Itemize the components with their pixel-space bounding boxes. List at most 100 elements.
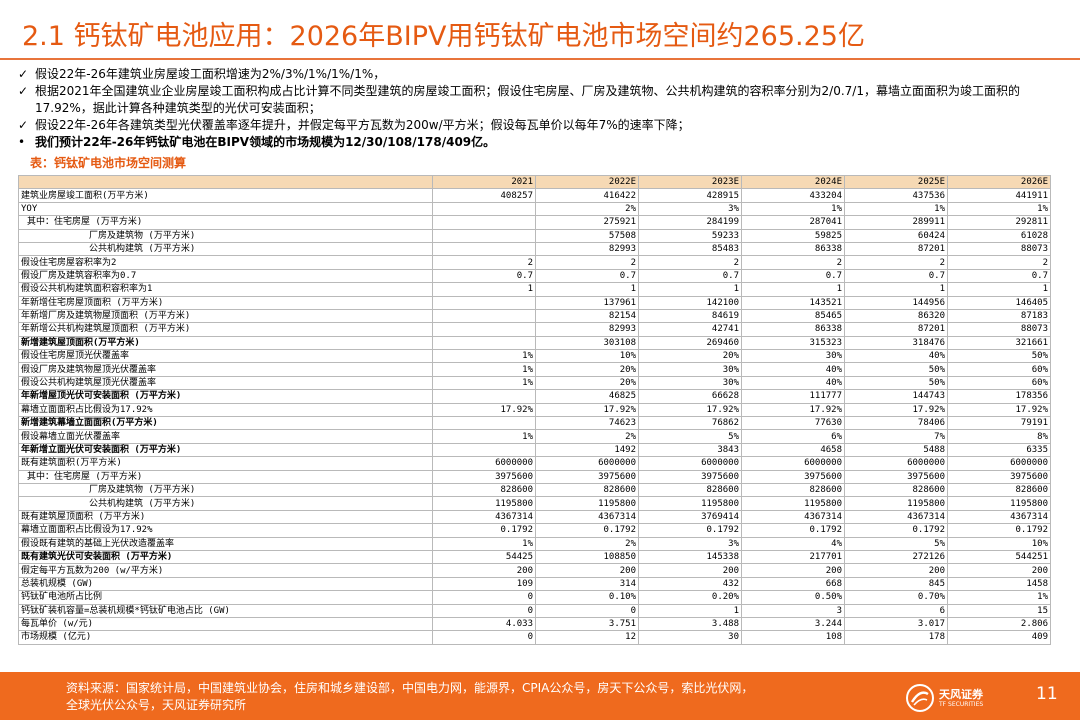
table-cell: 87183 [947,308,1051,324]
table-cell: 1195800 [741,496,845,511]
row-label: 公共机构建筑 (万平方米) [18,496,433,511]
table-cell: 289911 [844,215,948,230]
table-row: 假设幕墙立面光伏覆盖率 1% 2% 5% 6% 7% 8% [18,429,1051,444]
table-cell: 828600 [741,482,845,498]
table-cell: 59825 [741,228,845,243]
row-label: 假设厂房及建筑物屋顶光伏覆盖率 [18,362,433,377]
table-cell: 1% [432,375,536,391]
table-cell: 292811 [947,215,1051,230]
row-label: 假设住宅房屋容积率为2 [18,255,433,270]
table-cell: 6 [844,603,948,618]
row-label: 新增建筑屋顶面积(万平方米) [18,335,433,351]
table-row: 假设公共机构建筑面积容积率为1 1 1 1 1 1 1 [18,282,1051,297]
header-cell-year: 2024E [741,174,845,190]
table-cell: 30% [741,349,845,364]
table-cell: 0 [535,603,639,618]
table-row: 年新增公共机构建筑屋顶面积 (万平方米) 82993 42741 86338 87201… [18,322,1051,337]
table-cell: 5488 [844,442,948,458]
table-cell: 2 [432,255,536,270]
table-cell: 408257 [432,188,536,203]
table-cell: 50% [844,362,948,377]
table-cell: 40% [741,375,845,391]
table-cell: 42741 [638,322,742,337]
table-cell: 269460 [638,335,742,351]
table-row: 新增建筑屋顶面积(万平方米) 303108 269460 315323 318476 32… [18,335,1051,351]
table-cell: 200 [844,563,948,578]
table-cell: 79191 [947,416,1051,431]
table-cell: 82154 [535,308,639,324]
table-cell: 17.92% [638,402,742,418]
table-cell: 85465 [741,308,845,324]
table-cell: 2 [535,255,639,270]
table-cell: 284199 [638,215,742,230]
table-cell: 1 [947,282,1051,297]
table-cell: 144743 [844,389,948,404]
table-cell: 1492 [535,442,639,458]
row-label: 幕墙立面面积占比假设为17.92% [18,523,433,538]
table-cell: 1 [638,282,742,297]
table-cell: 0.1792 [741,523,845,538]
table-cell: 432 [638,576,742,592]
source-note: 资料来源：国家统计局，中国建筑业协会，住房和城乡建设部，中国电力网，能源界，CP… [66,680,916,714]
table-cell: 17.92% [741,402,845,418]
table-row: 公共机构建筑 (万平方米) 82993 85483 86338 87201 88073 [18,241,1051,257]
table-cell: 2.806 [947,616,1051,632]
table-cell: 111777 [741,389,845,404]
table-cell: 1% [432,362,536,377]
table-cell: 0.20% [638,590,742,605]
table-cell: 20% [535,362,639,377]
table-cell: 146405 [947,295,1051,310]
table-row: 假定每平方瓦数为200 (w/平方米) 200 200 200 200 200 200 [18,563,1051,578]
bullet-text: 根据2021年全国建筑业企业房屋竣工面积构成占比计算不同类型建筑的房屋竣工面积；… [35,84,1020,115]
table-cell: 108 [741,630,845,645]
table-cell: 0.7 [741,268,845,284]
assumption-list: ✓ 假设22年-26年建筑业房屋竣工面积增速为2%/3%/1%/1%/1%， ✓… [18,66,1063,151]
table-cell: 416422 [535,188,639,203]
row-label: 市场规模 (亿元) [18,630,433,645]
table-cell: 15 [947,603,1051,618]
row-label: 假设住宅房屋顶光伏覆盖率 [18,349,433,364]
table-cell: 82993 [535,241,639,257]
row-label: 钙钛矿电池所占比例 [18,590,433,605]
table-cell: 828600 [844,482,948,498]
row-label: 其中：住宅房屋 (万平方米) [18,215,433,230]
table-cell: 88073 [947,241,1051,257]
row-label: 假设公共机构建筑屋顶光伏覆盖率 [18,375,433,391]
table-cell: 668 [741,576,845,592]
table-cell: 314 [535,576,639,592]
table-cell: 1 [741,282,845,297]
row-label: 年新增立面光伏可安装面积 (万平方米) [18,442,433,458]
table-cell: 0.1792 [432,523,536,538]
table-cell: 433204 [741,188,845,203]
table-cell: 77630 [741,416,845,431]
table-cell: 0.7 [432,268,536,284]
table-cell: 4.033 [432,616,536,632]
header-cell-year: 2022E [535,174,639,190]
table-cell: 84619 [638,308,742,324]
table-cell: 66628 [638,389,742,404]
table-row: 总装机规模 (GW) 109 314 432 668 845 1458 [18,576,1051,592]
table-cell [432,241,536,257]
table-cell: 4367314 [535,509,639,525]
table-cell [432,215,536,230]
table-cell: 82993 [535,322,639,337]
table-row: 既有建筑屋顶面积 (万平方米) 4367314 4367314 3769414 4367… [18,509,1051,525]
table-cell: 78406 [844,416,948,431]
table-cell: 108850 [535,549,639,565]
row-label: 幕墙立面面积占比假设为17.92% [18,402,433,418]
table-row: 其中：住宅房屋 (万平方米) 275921 284199 287041 289911 29… [18,215,1051,230]
page-title: 2.1 钙钛矿电池应用：2026年BIPV用钙钛矿电池市场空间约265.25亿 [22,21,865,52]
header-cell-year: 2025E [844,174,948,190]
table-cell: 1% [741,201,845,217]
table-cell: 6000000 [638,456,742,471]
row-label: 假设幕墙立面光伏覆盖率 [18,429,433,444]
header-cell-year: 2023E [638,174,742,190]
table-cell: 0.1792 [844,523,948,538]
table-cell: 178356 [947,389,1051,404]
table-cell: 46825 [535,389,639,404]
table-cell: 0 [432,590,536,605]
table-cell: 315323 [741,335,845,351]
table-cell: 57508 [535,228,639,243]
table-row: 假设既有建筑的基础上光伏改造覆盖率 1% 2% 3% 4% 5% 10% [18,536,1051,551]
table-cell [432,295,536,310]
